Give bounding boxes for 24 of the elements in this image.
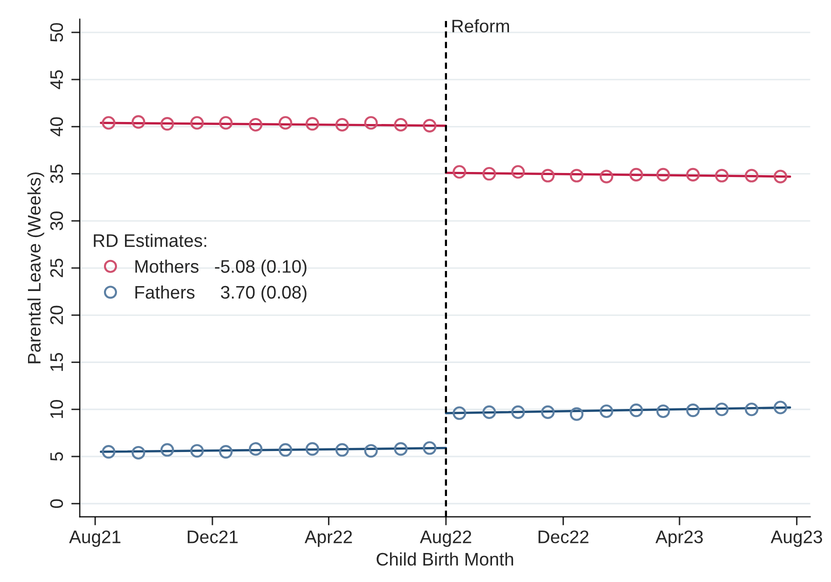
- x-tick-label: Dec21: [188, 530, 238, 544]
- y-axis-title: Parental Leave (Weeks): [27, 172, 44, 364]
- y-tick-label: 40: [50, 117, 64, 136]
- y-tick-label: 30: [50, 212, 64, 230]
- x-tick-label: Apr22: [304, 530, 352, 547]
- y-tick-label: 0: [50, 499, 64, 508]
- y-tick-label: 15: [50, 352, 64, 371]
- x-tick-label: Aug23: [770, 530, 822, 547]
- y-tick-label: 5: [50, 452, 64, 461]
- x-tick-label: Aug22: [420, 530, 472, 547]
- y-tick-label: 50: [50, 23, 64, 42]
- legend-label: Fathers 3.70 (0.08): [135, 285, 306, 302]
- legend-label: Mothers -5.08 (0.10): [135, 260, 306, 276]
- x-tick-label: Dec22: [538, 530, 588, 544]
- x-tick-label: Apr23: [655, 530, 703, 547]
- y-tick-label: 35: [50, 164, 64, 184]
- y-tick-label: 20: [50, 306, 64, 324]
- y-tick-label: 45: [50, 70, 64, 90]
- y-tick-label: 10: [50, 400, 64, 418]
- y-tick-label: 25: [50, 258, 64, 278]
- ref-line-label: Reform: [452, 19, 509, 32]
- x-axis-title: Child Birth Month: [376, 552, 514, 566]
- legend-title: RD Estimates:: [94, 234, 206, 247]
- x-tick-label: Aug21: [69, 530, 120, 547]
